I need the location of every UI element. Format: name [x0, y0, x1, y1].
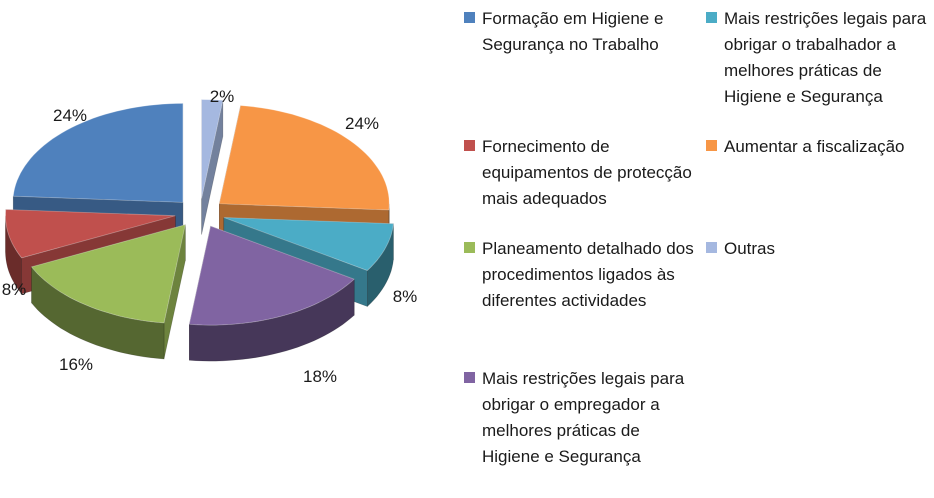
data-label-forma-o-em-: 24%: [53, 106, 87, 125]
legend-label-restricoes-trabalhador: Mais restrições legais para obrigar o tr…: [724, 9, 927, 106]
legend-label-restricoes-empregador: Mais restrições legais para obrigar o em…: [482, 369, 685, 466]
data-label-planeamento-: 16%: [59, 355, 93, 374]
pie-slice-fornecimento: [5, 209, 176, 259]
pie-slice-mais-restri-: [223, 217, 394, 271]
pie-data-labels: 24% 8% 16% 18% 8% 24% 2%: [2, 87, 418, 386]
legend-swatch-fiscalizacao: [706, 140, 717, 151]
pie-slice-mais-restri-: [188, 225, 355, 326]
data-label-aumentar-a-f: 24%: [345, 114, 379, 133]
legend-item-outras: Outras: [706, 236, 932, 262]
pie-slice-outras: [201, 99, 224, 199]
legend-label-planeamento: Planeamento detalhado dos procedimentos …: [482, 239, 694, 310]
legend-swatch-restricoes-empregador: [464, 372, 475, 383]
legend-label-equipamentos: Fornecimento de equipamentos de protecçã…: [482, 137, 692, 208]
data-label-mais-restri-: 18%: [303, 367, 337, 386]
legend-item-planeamento: Planeamento detalhado dos procedimentos …: [464, 236, 694, 314]
pie-slice-forma-o-em-: [12, 102, 184, 203]
data-label-outras: 2%: [210, 87, 235, 106]
legend-item-equipamentos: Fornecimento de equipamentos de protecçã…: [464, 134, 694, 212]
legend-swatch-planeamento: [464, 242, 475, 253]
data-label-mais-restri-: 8%: [393, 287, 418, 306]
legend-item-fiscalizacao: Aumentar a fiscalização: [706, 134, 932, 160]
legend-label-outras: Outras: [724, 239, 776, 258]
legend-swatch-formacao: [464, 12, 475, 23]
legend-swatch-equipamentos: [464, 140, 475, 151]
legend-label-fiscalizacao: Aumentar a fiscalização: [724, 137, 905, 156]
legend-item-formacao: Formação em Higiene e Segurança no Traba…: [464, 6, 694, 58]
pie-slice-planeamento-: [30, 224, 186, 324]
legend-swatch-restricoes-trabalhador: [706, 12, 717, 23]
legend-item-restricoes-trabalhador: Mais restrições legais para obrigar o tr…: [706, 6, 932, 110]
legend-item-restricoes-empregador: Mais restrições legais para obrigar o em…: [464, 366, 694, 470]
pie-slice-aumentar-a-f: [218, 105, 390, 211]
pie-tops: [5, 99, 394, 326]
pie-wall-outras-1: [201, 100, 224, 235]
legend-swatch-outras: [706, 242, 717, 253]
data-label-fornecimento: 8%: [2, 280, 27, 299]
legend-label-formacao: Formação em Higiene e Segurança no Traba…: [482, 9, 664, 54]
